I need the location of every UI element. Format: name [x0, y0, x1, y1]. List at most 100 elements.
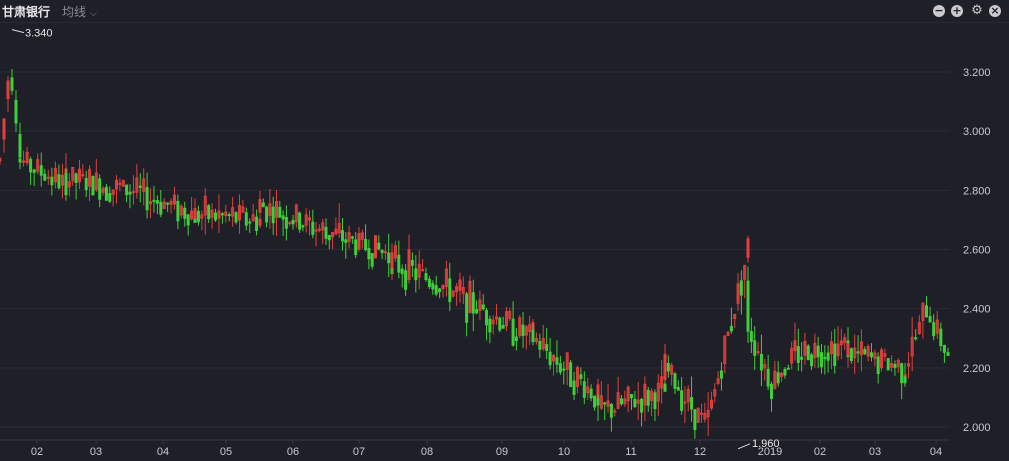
candle-body [833, 343, 837, 366]
candle-body [138, 185, 142, 188]
x-tick-label: 03 [869, 446, 881, 458]
candle-body [410, 260, 414, 266]
candle-body [200, 214, 204, 219]
zoom-in-icon[interactable]: + [951, 4, 963, 17]
candle-body [836, 343, 840, 357]
candle-body [696, 407, 700, 423]
candle-body [2, 118, 6, 140]
min-annotation-label: 1.960 [752, 438, 780, 450]
candle-body [932, 322, 936, 337]
candle-body [746, 238, 750, 258]
candle-body [32, 169, 36, 173]
candle-body [387, 252, 391, 264]
zoom-out-icon[interactable]: − [933, 4, 945, 17]
candle-body [314, 229, 318, 232]
candle-body [471, 292, 475, 314]
candle-body [77, 168, 81, 183]
candle-body [244, 212, 248, 226]
x-tick-label: 10 [558, 446, 570, 458]
candle-body [528, 324, 532, 333]
candle-body [541, 337, 545, 349]
candle-body [713, 389, 717, 397]
candle-body [663, 353, 667, 381]
x-tick-label: 02 [814, 446, 826, 458]
candle-body [763, 364, 767, 369]
candle-body [327, 235, 331, 241]
candle-body [521, 324, 525, 336]
candle-body [626, 386, 630, 402]
candle-body [258, 218, 262, 226]
candle-body [251, 214, 255, 222]
candle-body [813, 342, 817, 359]
candle-body [846, 343, 850, 356]
candle-body [344, 239, 348, 243]
candle-body [806, 345, 810, 361]
candle-body [826, 352, 830, 361]
candle-body [666, 362, 670, 372]
candle-body [946, 352, 950, 356]
candle-body [268, 203, 272, 217]
candle-body [94, 172, 98, 191]
candle-body [354, 239, 358, 256]
candle-body [74, 173, 78, 183]
candle-body [719, 370, 723, 379]
candle-body [317, 228, 321, 231]
candle-body [495, 316, 498, 320]
candle-body [776, 372, 780, 384]
candle-body [773, 370, 777, 389]
candle-body [159, 201, 163, 215]
candle-body [746, 280, 750, 332]
candle-body [796, 346, 800, 363]
candle-body [101, 188, 105, 193]
close-icon[interactable]: × [989, 4, 1001, 17]
x-tick-label: 2019 [758, 446, 782, 458]
candle-body [816, 345, 820, 358]
candle-body [575, 367, 579, 388]
candle-body [131, 191, 135, 194]
candle-body [907, 363, 911, 367]
candle-body [736, 283, 740, 304]
candle-body [653, 392, 657, 410]
moving-average-dropdown[interactable]: 均线 ⌵ [62, 3, 97, 20]
candle-body [241, 206, 245, 213]
candle-body [261, 202, 265, 208]
candle-body [455, 286, 459, 293]
candle-body [786, 367, 790, 370]
candle-body [676, 387, 680, 391]
candle-body [337, 222, 341, 234]
candle-body [278, 206, 282, 218]
candle-body [569, 362, 573, 388]
candle-body [900, 363, 904, 384]
candle-body [593, 395, 597, 408]
candle-body [451, 290, 455, 297]
gear-icon[interactable]: ⚙ [971, 3, 983, 18]
candle-body [14, 99, 18, 124]
candle-body [193, 208, 197, 219]
candle-body [50, 176, 54, 186]
candle-body [341, 230, 344, 242]
candle-body [248, 221, 252, 224]
candle-body [770, 383, 773, 399]
candles-layer [0, 68, 950, 439]
candle-body [331, 232, 335, 238]
candle-body [511, 318, 515, 346]
candle-body [783, 369, 787, 376]
candle-body [183, 207, 187, 219]
candle-body [843, 337, 847, 344]
chart-header: 甘肃银行 均线 ⌵ − + ⚙ × [0, 0, 1009, 23]
candle-body [311, 221, 315, 235]
candle-body [910, 336, 914, 357]
candle-body [84, 177, 88, 191]
candle-body [108, 192, 112, 202]
candle-body [104, 186, 108, 201]
candle-body [417, 263, 421, 278]
candle-body [400, 268, 404, 275]
candle-body [179, 205, 183, 216]
candle-body [29, 158, 33, 173]
candle-body [166, 202, 170, 205]
candle-body [367, 247, 371, 260]
y-tick-label: 2.000 [963, 422, 991, 434]
candle-body [448, 278, 452, 303]
